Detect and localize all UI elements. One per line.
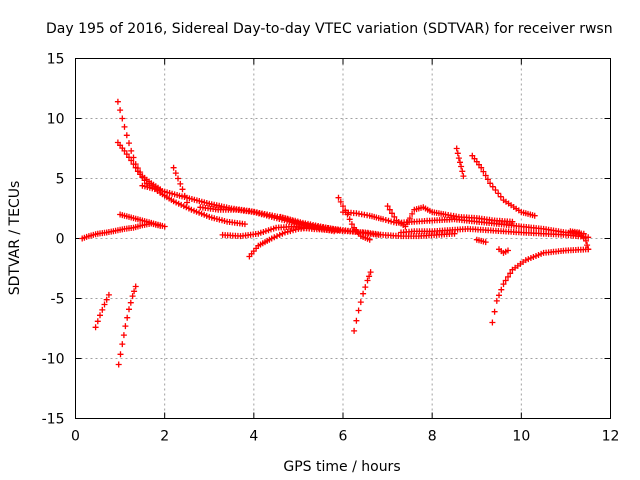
data-points	[117, 211, 168, 230]
chart-title: Day 195 of 2016, Sidereal Day-to-day VTE…	[46, 21, 613, 37]
y-tick-label: 5	[56, 172, 65, 188]
points-layer	[79, 98, 592, 368]
data-points	[473, 236, 489, 246]
series-arc-q	[473, 236, 489, 246]
data-points	[453, 145, 467, 180]
series-arc-m	[384, 203, 516, 230]
data-points	[340, 209, 587, 237]
series-arc-b	[117, 211, 168, 230]
series-arc-s	[489, 246, 592, 326]
series-arc-j	[277, 213, 338, 235]
x-tick-label: 4	[249, 429, 258, 445]
series-arc-o	[453, 145, 467, 180]
data-points	[277, 213, 338, 235]
plot-frame	[75, 58, 611, 419]
x-tick-label: 10	[512, 429, 530, 445]
data-points	[489, 246, 592, 326]
series-arc-l	[340, 209, 587, 237]
x-tick-label: 0	[71, 429, 80, 445]
y-tick-label: 15	[47, 52, 65, 68]
data-points	[469, 152, 538, 219]
series-arc-t	[567, 228, 592, 253]
y-axis-label: SDTVAR / TECUs	[7, 181, 23, 296]
series-arc-r	[496, 246, 511, 256]
y-tick-label: 10	[47, 112, 65, 128]
series-arc-i	[246, 224, 315, 260]
y-tick-label: -15	[42, 412, 65, 428]
y-tick-label: -5	[51, 292, 65, 308]
series-arc-k	[335, 194, 373, 243]
x-tick-label: 12	[602, 429, 620, 445]
data-points	[92, 291, 112, 331]
y-tick-label: -10	[42, 352, 65, 368]
data-points	[170, 164, 190, 206]
series-arc-n	[398, 225, 592, 241]
grid-layer	[75, 58, 611, 419]
x-tick-label: 8	[428, 429, 437, 445]
y-tick-label: 0	[56, 232, 65, 248]
data-points	[567, 228, 592, 253]
data-points	[335, 194, 373, 243]
tick-layer: 0 2 4 6 8 10 12 -15 -10 -5 0 5 10 15	[42, 52, 620, 445]
data-points	[246, 224, 315, 260]
series-arc-w	[351, 269, 374, 334]
data-points	[384, 203, 516, 230]
series-arc-p	[469, 152, 538, 219]
x-axis-label: GPS time / hours	[283, 459, 400, 475]
data-points	[351, 269, 374, 334]
data-points	[398, 225, 592, 241]
series-arc-u	[92, 291, 112, 331]
data-points	[496, 246, 511, 256]
series-arc-v	[115, 283, 139, 368]
data-points	[115, 283, 139, 368]
x-tick-label: 6	[339, 429, 348, 445]
x-tick-label: 2	[160, 429, 169, 445]
series-arc-f	[170, 164, 190, 206]
